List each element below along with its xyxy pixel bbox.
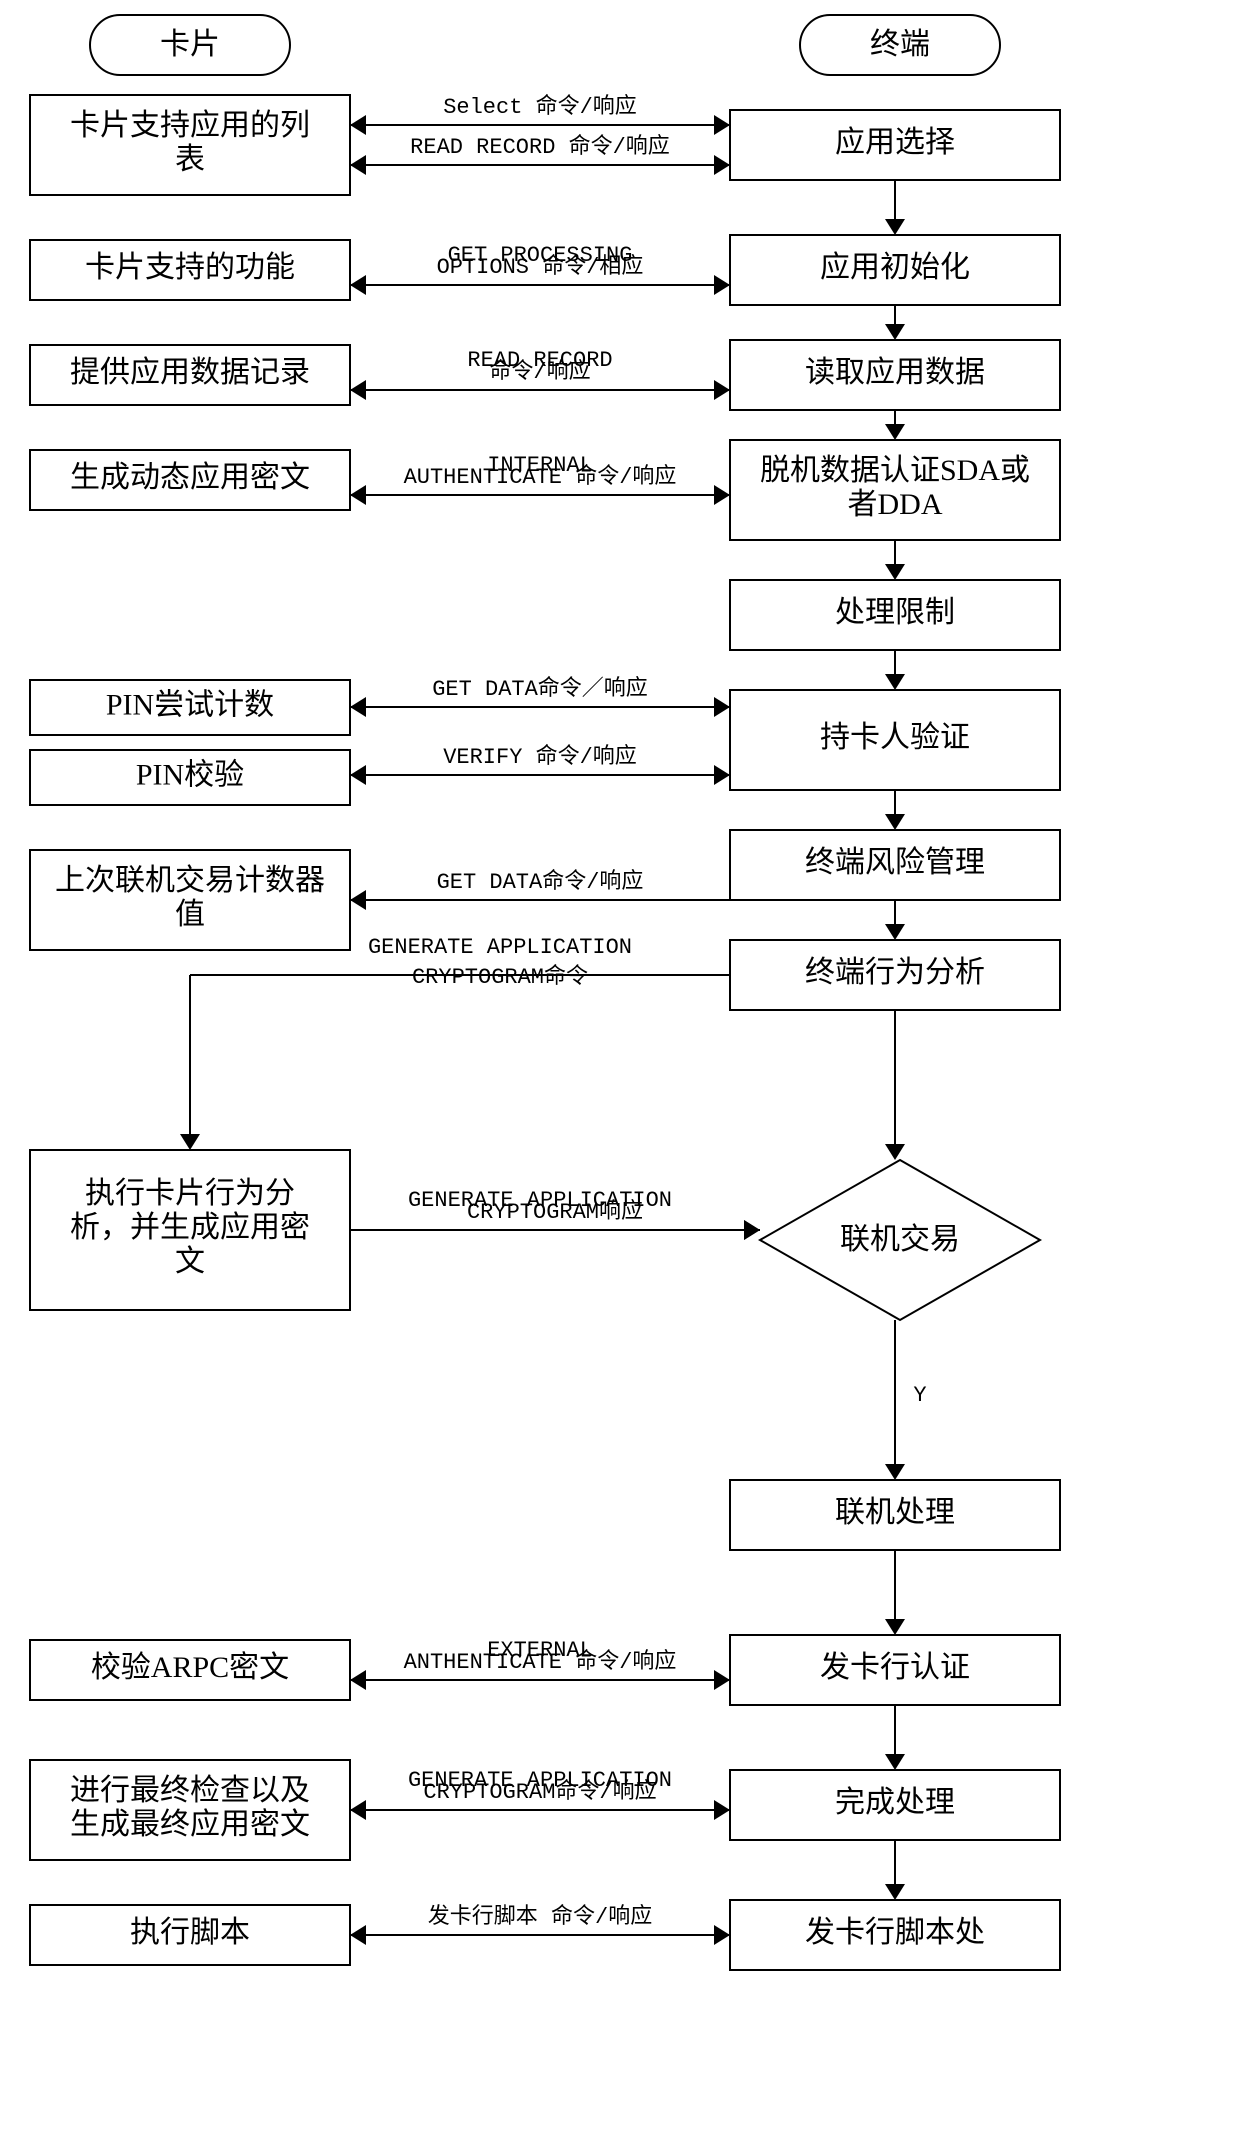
svg-text:PIN尝试计数: PIN尝试计数 (106, 688, 274, 721)
svg-text:提供应用数据记录: 提供应用数据记录 (70, 356, 310, 389)
svg-text:终端: 终端 (870, 28, 930, 61)
svg-text:卡片支持的功能: 卡片支持的功能 (85, 251, 295, 284)
svg-text:联机处理: 联机处理 (835, 1496, 955, 1529)
svg-text:GENERATE APPLICATION: GENERATE APPLICATION (368, 935, 632, 960)
svg-text:终端行为分析: 终端行为分析 (805, 956, 985, 989)
svg-text:卡片支持应用的列: 卡片支持应用的列 (70, 109, 310, 142)
svg-text:生成最终应用密文: 生成最终应用密文 (70, 1808, 310, 1841)
svg-text:CRYPTOGRAM响应: CRYPTOGRAM响应 (467, 1199, 643, 1225)
svg-text:发卡行脚本处: 发卡行脚本处 (805, 1916, 985, 1949)
svg-text:发卡行脚本 命令/响应: 发卡行脚本 命令/响应 (428, 1904, 652, 1930)
svg-text:完成处理: 完成处理 (835, 1786, 955, 1819)
svg-text:校验ARPC密文: 校验ARPC密文 (91, 1651, 289, 1684)
svg-text:应用选择: 应用选择 (835, 126, 955, 159)
svg-text:上次联机交易计数器: 上次联机交易计数器 (55, 864, 325, 897)
svg-text:持卡人验证: 持卡人验证 (820, 721, 970, 754)
svg-text:READ RECORD 命令/响应: READ RECORD 命令/响应 (410, 134, 670, 160)
svg-text:生成动态应用密文: 生成动态应用密文 (70, 461, 310, 494)
svg-text:值: 值 (175, 898, 205, 931)
svg-text:AUTHENTICATE 命令/响应: AUTHENTICATE 命令/响应 (404, 464, 677, 490)
svg-text:读取应用数据: 读取应用数据 (805, 356, 985, 389)
svg-text:OPTIONS 命令/相应: OPTIONS 命令/相应 (437, 254, 644, 280)
svg-text:脱机数据认证SDA或: 脱机数据认证SDA或 (760, 454, 1030, 487)
svg-text:PIN校验: PIN校验 (136, 758, 244, 791)
svg-text:表: 表 (175, 143, 205, 176)
svg-text:ANTHENTICATE 命令/响应: ANTHENTICATE 命令/响应 (404, 1649, 677, 1675)
svg-text:发卡行认证: 发卡行认证 (820, 1651, 970, 1684)
svg-text:命令/响应: 命令/响应 (489, 359, 590, 385)
svg-text:处理限制: 处理限制 (835, 596, 955, 629)
svg-text:联机交易: 联机交易 (840, 1223, 960, 1256)
svg-text:CRYPTOGRAM命令/响应: CRYPTOGRAM命令/响应 (423, 1779, 656, 1805)
svg-text:执行脚本: 执行脚本 (130, 1916, 250, 1949)
svg-text:应用初始化: 应用初始化 (820, 251, 970, 284)
svg-text:者DDA: 者DDA (848, 488, 943, 521)
svg-text:析，并生成应用密: 析，并生成应用密 (70, 1211, 310, 1244)
svg-text:CRYPTOGRAM命令: CRYPTOGRAM命令 (412, 964, 588, 990)
svg-text:Y: Y (913, 1383, 926, 1408)
svg-text:GET DATA命令／响应: GET DATA命令／响应 (432, 676, 648, 702)
svg-text:文: 文 (175, 1245, 205, 1278)
svg-text:Select 命令/响应: Select 命令/响应 (443, 94, 637, 120)
svg-text:VERIFY 命令/响应: VERIFY 命令/响应 (443, 744, 637, 770)
svg-text:卡片: 卡片 (160, 28, 220, 61)
svg-text:GET DATA命令/响应: GET DATA命令/响应 (437, 869, 644, 895)
svg-text:终端风险管理: 终端风险管理 (805, 846, 985, 879)
svg-text:执行卡片行为分: 执行卡片行为分 (85, 1177, 295, 1210)
svg-text:进行最终检查以及: 进行最终检查以及 (70, 1774, 310, 1807)
